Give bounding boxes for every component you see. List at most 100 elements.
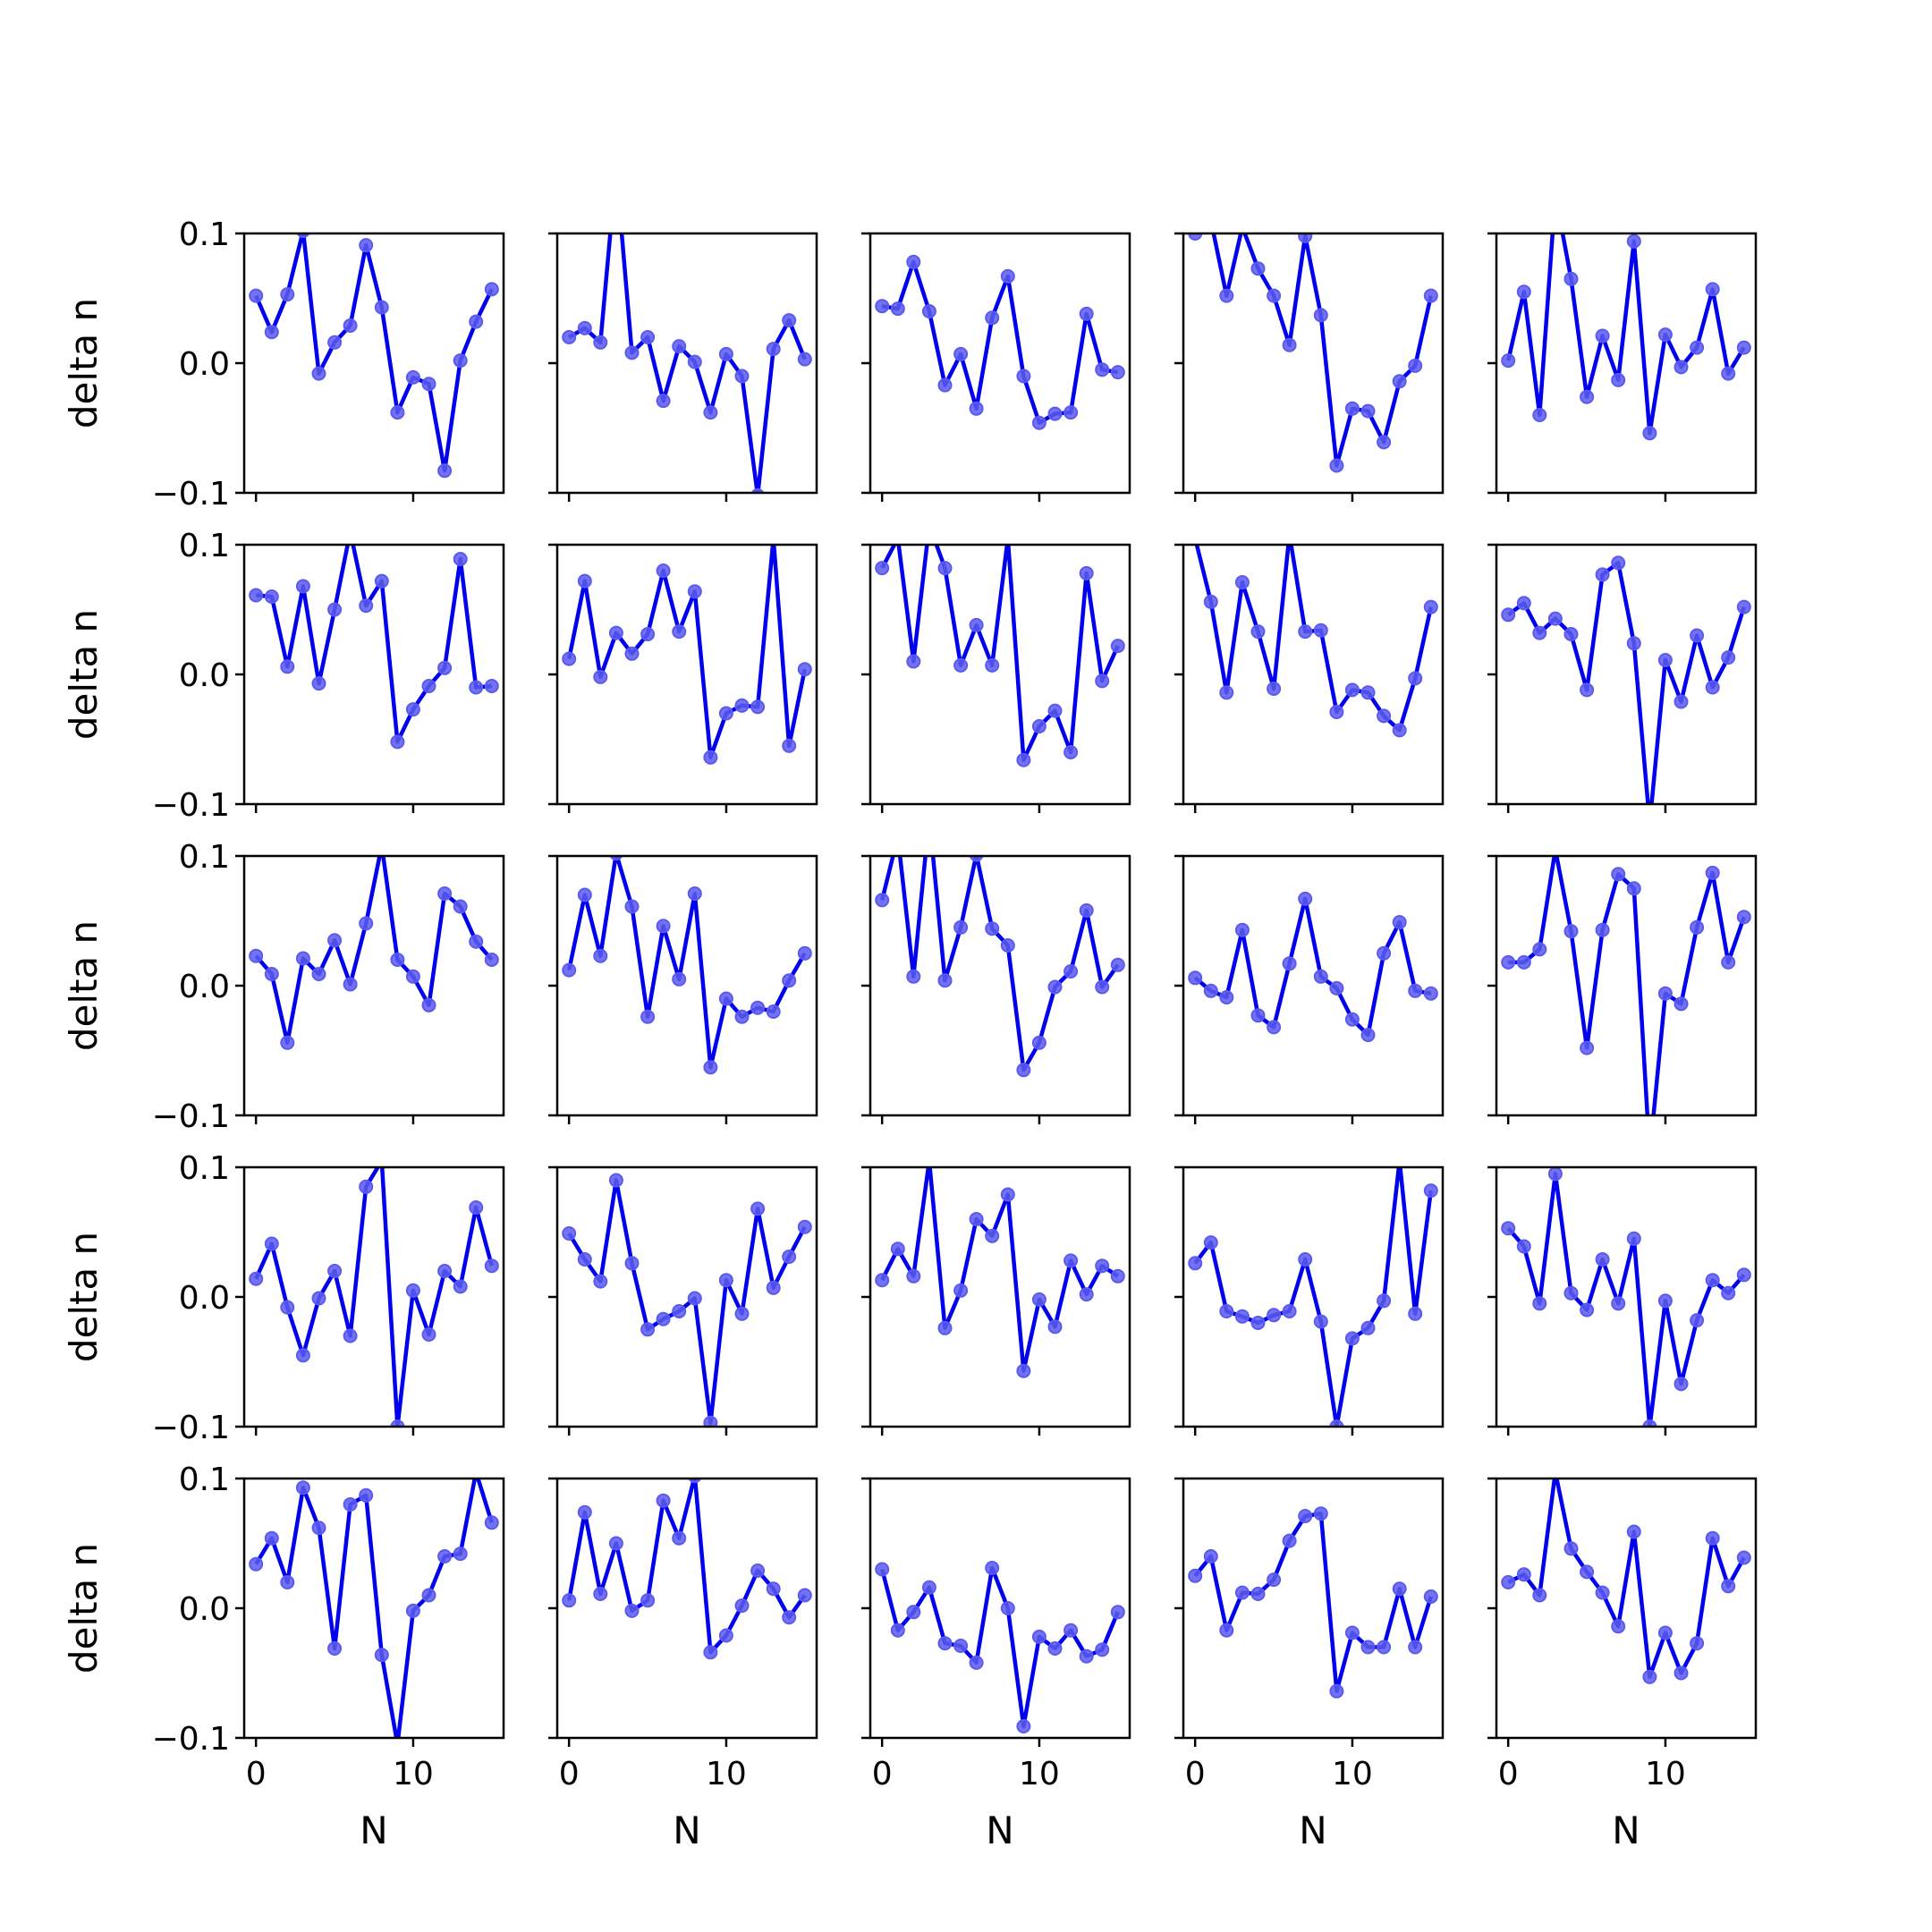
data-point	[1377, 1293, 1392, 1309]
data-point	[969, 401, 984, 416]
data-point	[593, 669, 608, 684]
data-point	[1205, 215, 1217, 227]
data-group	[562, 233, 812, 493]
subplot-r1-c5	[1487, 232, 1758, 502]
data-point	[405, 369, 420, 385]
data-point	[1313, 308, 1328, 323]
data-point	[453, 899, 468, 914]
data-point	[1532, 625, 1547, 640]
data-point	[1095, 674, 1110, 689]
subplot-r4-c3	[861, 1165, 1131, 1436]
subplot-r2-c5	[1487, 543, 1758, 813]
data-point	[1705, 865, 1720, 880]
data-point	[1282, 1533, 1297, 1548]
data-point	[264, 1530, 279, 1546]
series-line	[880, 1167, 1120, 1373]
data-point	[926, 1167, 933, 1168]
data-point	[1110, 1268, 1125, 1284]
data-point	[640, 1322, 656, 1337]
data-point	[1095, 1258, 1110, 1274]
data-point	[703, 750, 718, 765]
x-tick-label: 0	[246, 1756, 267, 1792]
data-point	[1031, 719, 1046, 733]
data-point	[577, 887, 592, 902]
data-point	[1267, 288, 1282, 303]
data-point	[264, 325, 279, 340]
data-point	[421, 377, 436, 392]
data-point	[593, 948, 608, 963]
subplot-r4-c5	[1487, 1165, 1758, 1436]
data-point	[394, 1737, 401, 1738]
data-point	[672, 971, 687, 987]
data-group	[1188, 1506, 1438, 1699]
data-point	[703, 1415, 718, 1427]
data-point	[1031, 1292, 1046, 1307]
data-point	[1563, 1285, 1579, 1301]
data-point	[624, 646, 640, 661]
data-point	[249, 1271, 264, 1286]
data-point	[1532, 1296, 1547, 1311]
y-tick-label: −0.1	[152, 1410, 230, 1446]
data-point	[1501, 1221, 1516, 1236]
subplot-r2-c2	[548, 543, 818, 813]
data-point	[593, 335, 608, 350]
data-point	[718, 706, 733, 721]
data-point	[1063, 745, 1079, 759]
x-tick-label: 0	[559, 1756, 580, 1792]
data-point	[1516, 1567, 1531, 1582]
data-point	[1408, 1306, 1423, 1321]
data-point	[937, 1636, 953, 1651]
data-point	[1284, 528, 1296, 540]
data-point	[1063, 405, 1079, 420]
data-point	[953, 1639, 969, 1653]
data-point	[1595, 328, 1610, 343]
data-group	[249, 233, 499, 479]
data-point	[1344, 682, 1360, 698]
data-group	[875, 1561, 1125, 1733]
data-point	[1250, 261, 1266, 276]
data-point	[1580, 389, 1595, 404]
series-line	[568, 233, 807, 493]
data-point	[734, 1598, 750, 1614]
y-tick-label: 0.1	[179, 528, 230, 564]
data-point	[1408, 671, 1423, 686]
data-point	[1016, 369, 1031, 384]
data-point	[1031, 1629, 1046, 1644]
x-tick-label: 0	[1498, 1756, 1519, 1792]
data-point	[782, 1610, 797, 1625]
series-line	[1506, 1172, 1746, 1427]
data-point	[1423, 288, 1438, 303]
series-line	[566, 545, 808, 760]
data-point	[1657, 1293, 1673, 1309]
data-point	[782, 313, 797, 328]
data-point	[1580, 1564, 1595, 1580]
data-point	[390, 734, 405, 750]
data-group	[875, 1167, 1125, 1378]
data-point	[734, 1009, 750, 1024]
data-point	[1298, 1509, 1313, 1523]
data-point	[1674, 360, 1689, 375]
data-point	[311, 1291, 326, 1306]
y-tick-label: 0.1	[179, 216, 230, 253]
axes-frame	[242, 1477, 505, 1740]
data-point	[1234, 1585, 1250, 1600]
data-point	[1721, 650, 1736, 665]
data-point	[1516, 284, 1531, 300]
subplot-r3-c3	[861, 854, 1131, 1124]
data-point	[484, 679, 499, 693]
data-point	[1313, 969, 1328, 984]
subplot-r3-c2	[548, 854, 818, 1124]
data-point	[562, 330, 577, 344]
data-point	[1690, 919, 1705, 935]
data-point	[1360, 1640, 1376, 1655]
data-point	[1313, 1314, 1328, 1329]
data-point	[311, 967, 326, 981]
data-point	[656, 919, 671, 934]
data-point	[1063, 1623, 1079, 1638]
data-point	[1298, 891, 1313, 906]
data-point	[343, 977, 358, 992]
data-point	[640, 1009, 656, 1024]
x-tick-label: 0	[1185, 1756, 1206, 1792]
y-tick-label: 0.0	[179, 346, 230, 383]
series-line	[1508, 856, 1746, 1115]
